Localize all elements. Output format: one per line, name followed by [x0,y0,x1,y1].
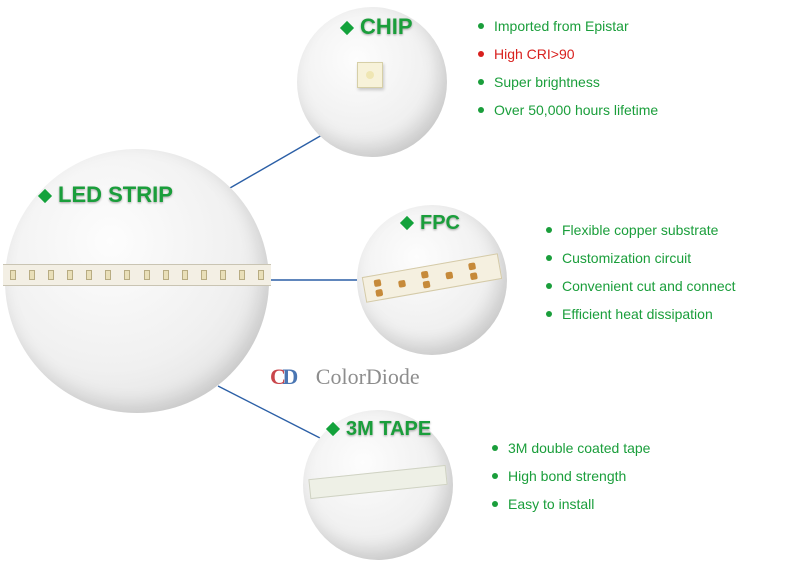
bullet-item: Super brightness [478,74,658,90]
bullet-dot-icon [546,227,552,233]
bullet-item: 3M double coated tape [492,440,650,456]
bullet-text: High bond strength [508,468,626,484]
chip-bullets: Imported from Epistar High CRI>90 Super br… [478,18,658,130]
bullet-text: Super brightness [494,74,600,90]
fpc-title: FPC [402,212,460,235]
bullet-dot-icon [492,501,498,507]
bullet-text: Easy to install [508,496,594,512]
bullet-dot-icon [492,445,498,451]
tape-bullets: 3M double coated tape High bond strength E… [492,440,650,524]
bullet-item: Imported from Epistar [478,18,658,34]
bullet-dot-icon [546,283,552,289]
chip-title: CHIP [342,14,413,40]
bullet-item: High bond strength [492,468,650,484]
tape-title-text: 3M TAPE [346,418,431,440]
fpc-bullets: Flexible copper substrate Customization c… [546,222,736,334]
bullet-dot-icon [546,255,552,261]
watermark: C D ColorDiode [270,364,420,390]
bullet-text: Flexible copper substrate [562,222,718,238]
bullet-text: High CRI>90 [494,46,575,62]
bullet-text: Efficient heat dissipation [562,306,713,322]
led-strip-graphic [3,264,271,286]
bullet-dot-icon [492,473,498,479]
diamond-icon [340,21,354,35]
fpc-title-text: FPC [420,212,460,234]
bullet-item: High CRI>90 [478,46,658,62]
bullet-dot-icon [478,79,484,85]
diamond-icon [400,216,414,230]
bullet-item: Customization circuit [546,250,736,266]
bullet-text: 3M double coated tape [508,440,650,456]
infographic-stage: LED STRIP CHIP Imported from Epistar High… [0,0,800,587]
bullet-item: Efficient heat dissipation [546,306,736,322]
bullet-text: Convenient cut and connect [562,278,736,294]
diamond-icon [326,422,340,436]
bullet-dot-icon [478,107,484,113]
diamond-icon [38,189,52,203]
led-strip-title-text: LED STRIP [58,182,173,207]
tape-graphic [308,465,447,499]
bullet-dot-icon [478,23,484,29]
bullet-text: Over 50,000 hours lifetime [494,102,658,118]
chip-graphic [357,62,383,88]
bullet-item: Over 50,000 hours lifetime [478,102,658,118]
bullet-item: Easy to install [492,496,650,512]
bullet-item: Flexible copper substrate [546,222,736,238]
tape-title: 3M TAPE [328,418,431,441]
fpc-graphic [362,253,502,303]
watermark-text: ColorDiode [316,364,420,389]
bullet-item: Convenient cut and connect [546,278,736,294]
bullet-text: Customization circuit [562,250,691,266]
chip-title-text: CHIP [360,14,413,39]
led-strip-title: LED STRIP [40,182,173,208]
bullet-dot-icon [546,311,552,317]
bullet-text: Imported from Epistar [494,18,629,34]
bullet-dot-icon [478,51,484,57]
